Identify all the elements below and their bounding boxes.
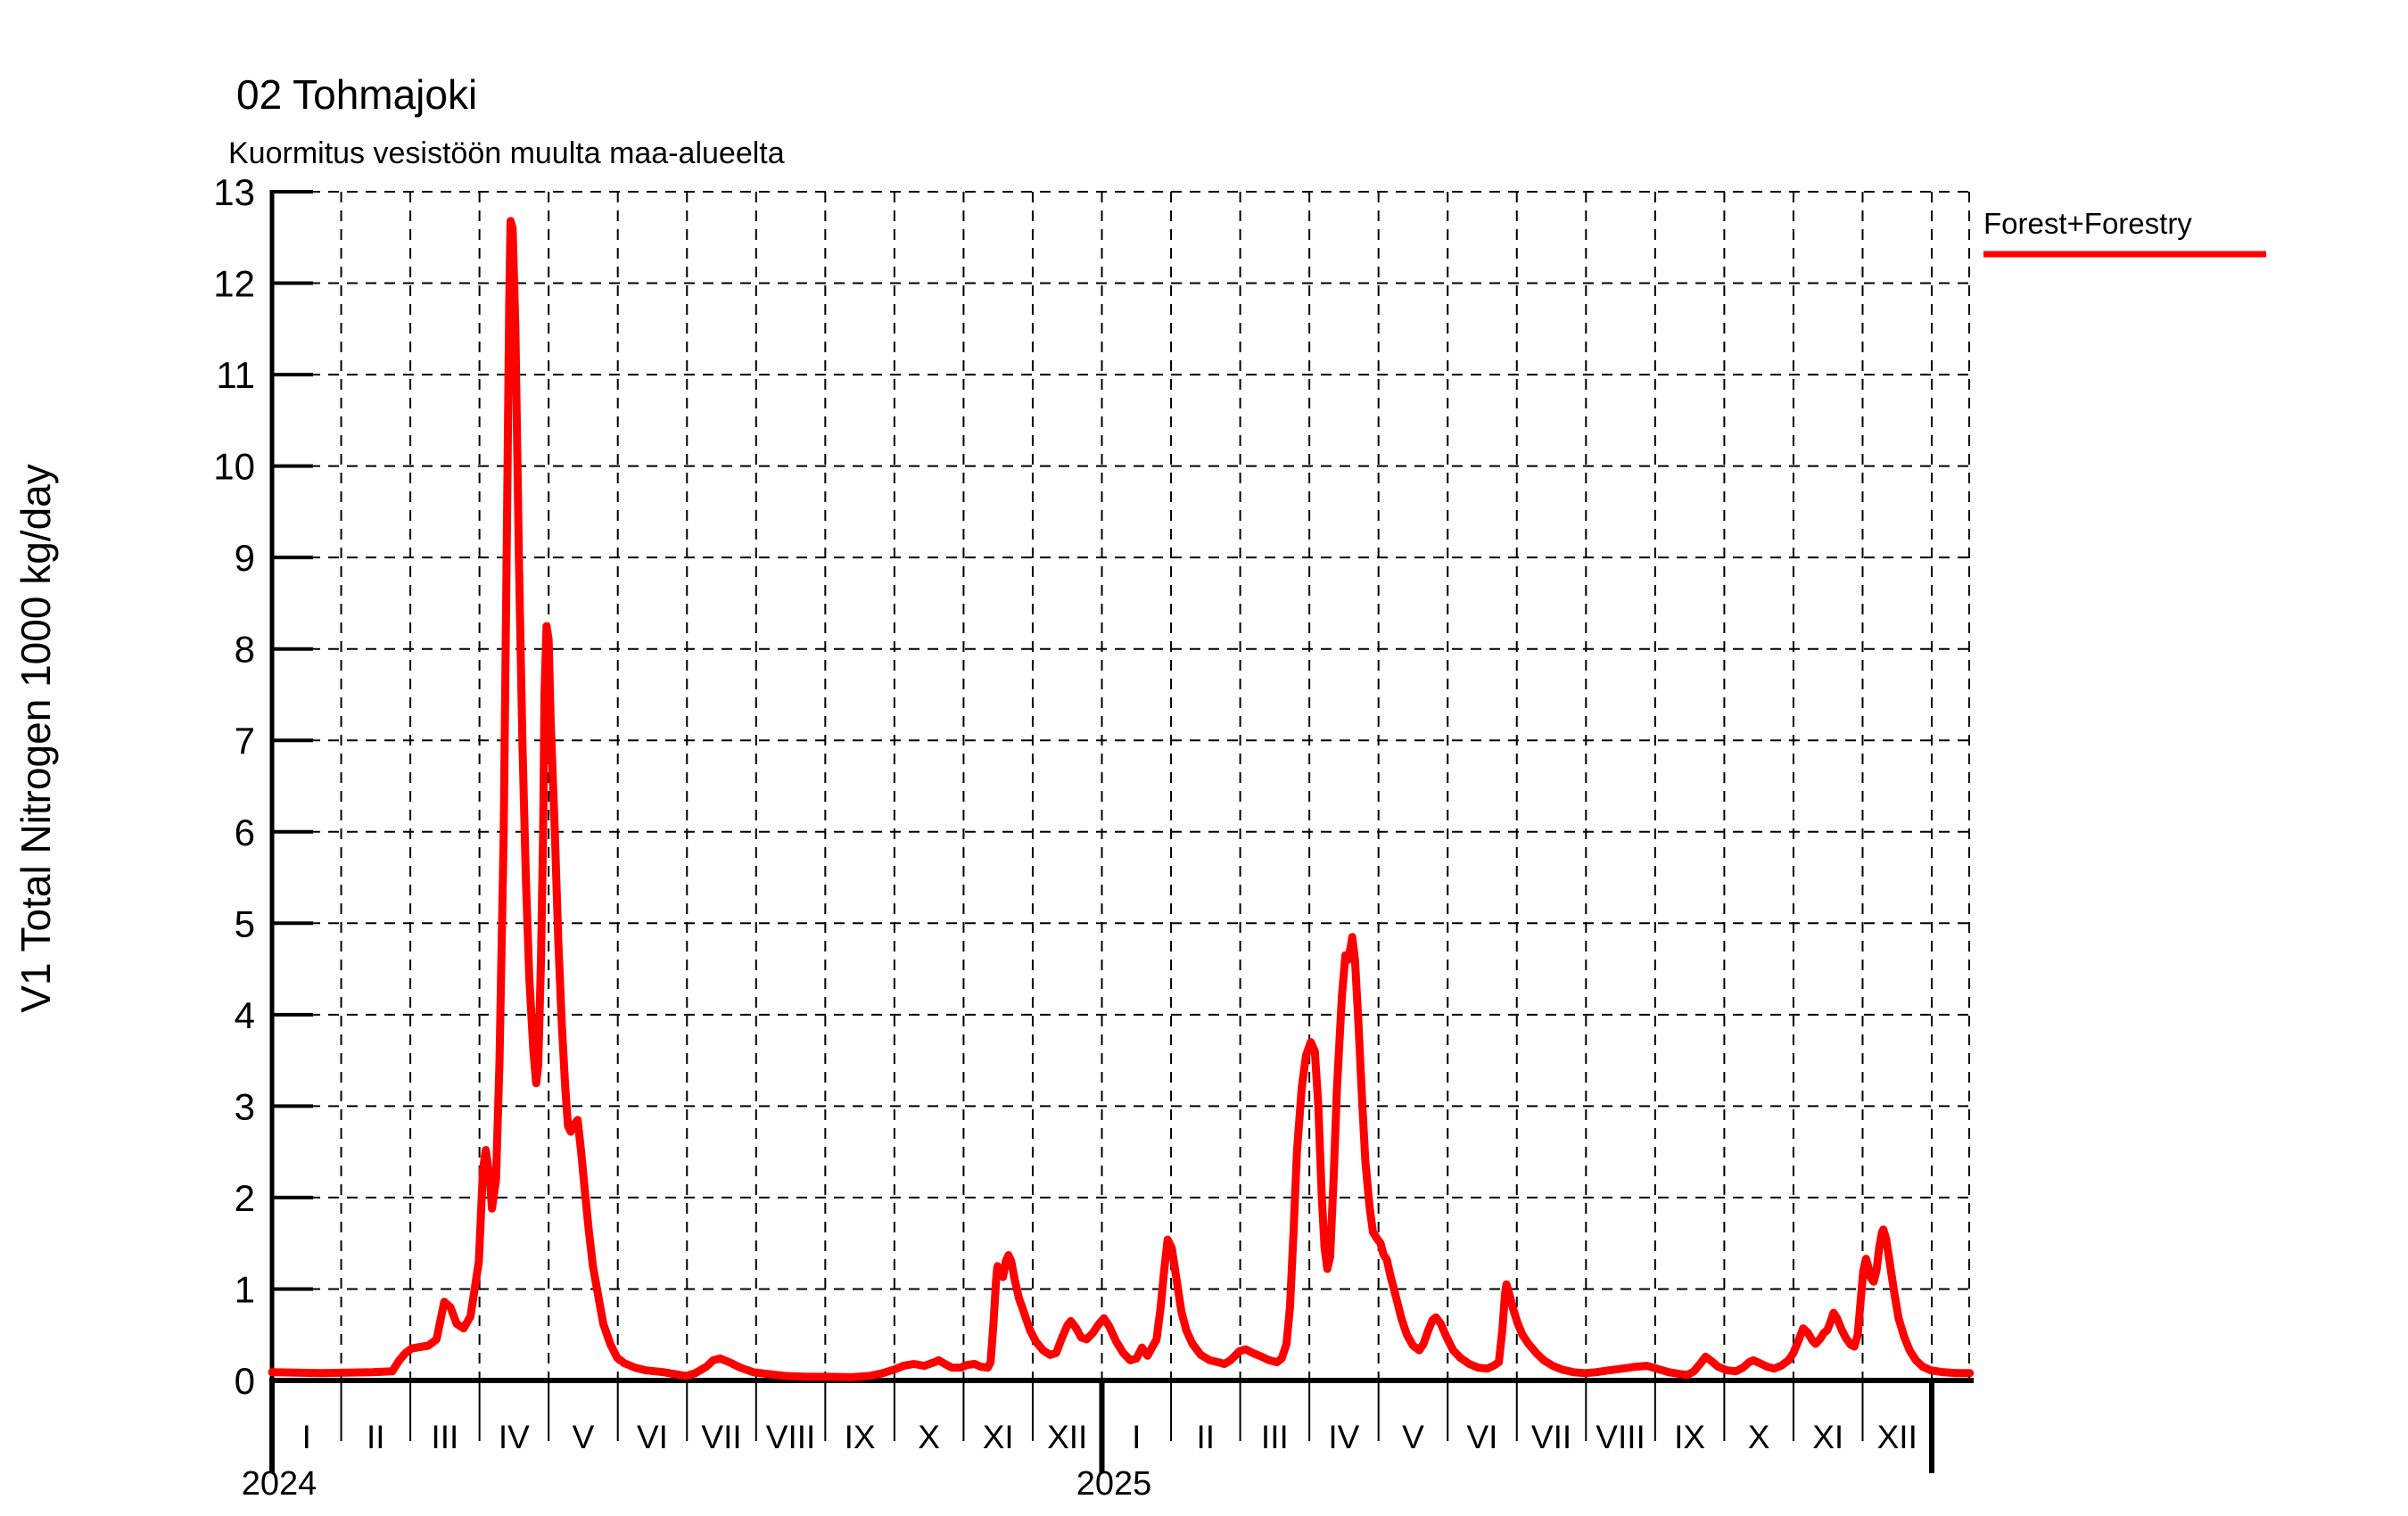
y-tick-label: 13 xyxy=(213,171,255,213)
month-labels: I II III IV V VI VII VIII IX X XI XII I II III IV V VI VII… xyxy=(302,1419,1917,1455)
horizontal-gridlines xyxy=(272,191,1969,1290)
month-label: XII xyxy=(1047,1419,1087,1455)
month-label: VI xyxy=(1467,1419,1498,1455)
month-label: IV xyxy=(1328,1419,1359,1455)
month-label: IX xyxy=(1674,1419,1705,1455)
month-label: IX xyxy=(845,1419,876,1455)
month-label: V xyxy=(573,1419,595,1455)
month-label: VI xyxy=(637,1419,668,1455)
y-tick-label: 7 xyxy=(235,720,255,762)
y-tick-label: 2 xyxy=(235,1177,255,1219)
month-label: VII xyxy=(701,1419,741,1455)
month-label: X xyxy=(1748,1419,1770,1455)
y-tick-label: 6 xyxy=(235,812,255,853)
y-tick-label: 3 xyxy=(235,1085,255,1127)
chart-subtitle: Kuormitus vesistöön muulta maa-alueelta xyxy=(228,136,785,170)
month-label: II xyxy=(1197,1419,1216,1455)
month-label: VII xyxy=(1531,1419,1571,1455)
y-tick-label: 11 xyxy=(216,354,255,396)
y-tick-label: 10 xyxy=(213,446,255,488)
month-label: VIII xyxy=(766,1419,816,1455)
data-series-line xyxy=(268,217,1975,1381)
year-label-2025: 2025 xyxy=(1076,1465,1152,1503)
month-label: I xyxy=(1132,1419,1141,1455)
month-label: III xyxy=(431,1419,458,1455)
month-label: III xyxy=(1261,1419,1289,1455)
month-label: IV xyxy=(499,1419,530,1455)
month-label: I xyxy=(302,1419,311,1455)
legend: Forest+Forestry xyxy=(1983,207,2266,258)
legend-label: Forest+Forestry xyxy=(1983,207,2192,240)
month-label: XII xyxy=(1877,1419,1917,1455)
month-label: II xyxy=(367,1419,385,1455)
month-label: XI xyxy=(1812,1419,1843,1455)
y-axis-ticks xyxy=(272,190,313,1382)
y-tick-label: 0 xyxy=(235,1360,255,1402)
month-label: V xyxy=(1402,1419,1424,1455)
month-label: VIII xyxy=(1596,1419,1645,1455)
y-tick-label: 9 xyxy=(235,537,255,579)
month-label: XI xyxy=(983,1419,1014,1455)
y-tick-label: 4 xyxy=(235,994,255,1036)
month-label: X xyxy=(918,1419,940,1455)
year-label-2024: 2024 xyxy=(242,1465,317,1503)
y-axis-title: V1 Total Nitrogen 1000 kg/day xyxy=(12,464,59,1012)
x-axis-ticks xyxy=(269,1383,1935,1473)
chart-title: 02 Tohmajoki xyxy=(236,71,477,118)
y-tick-label: 1 xyxy=(235,1268,255,1310)
y-tick-label: 12 xyxy=(213,263,255,305)
y-tick-label: 8 xyxy=(235,629,255,671)
y-tick-label: 5 xyxy=(235,902,255,944)
